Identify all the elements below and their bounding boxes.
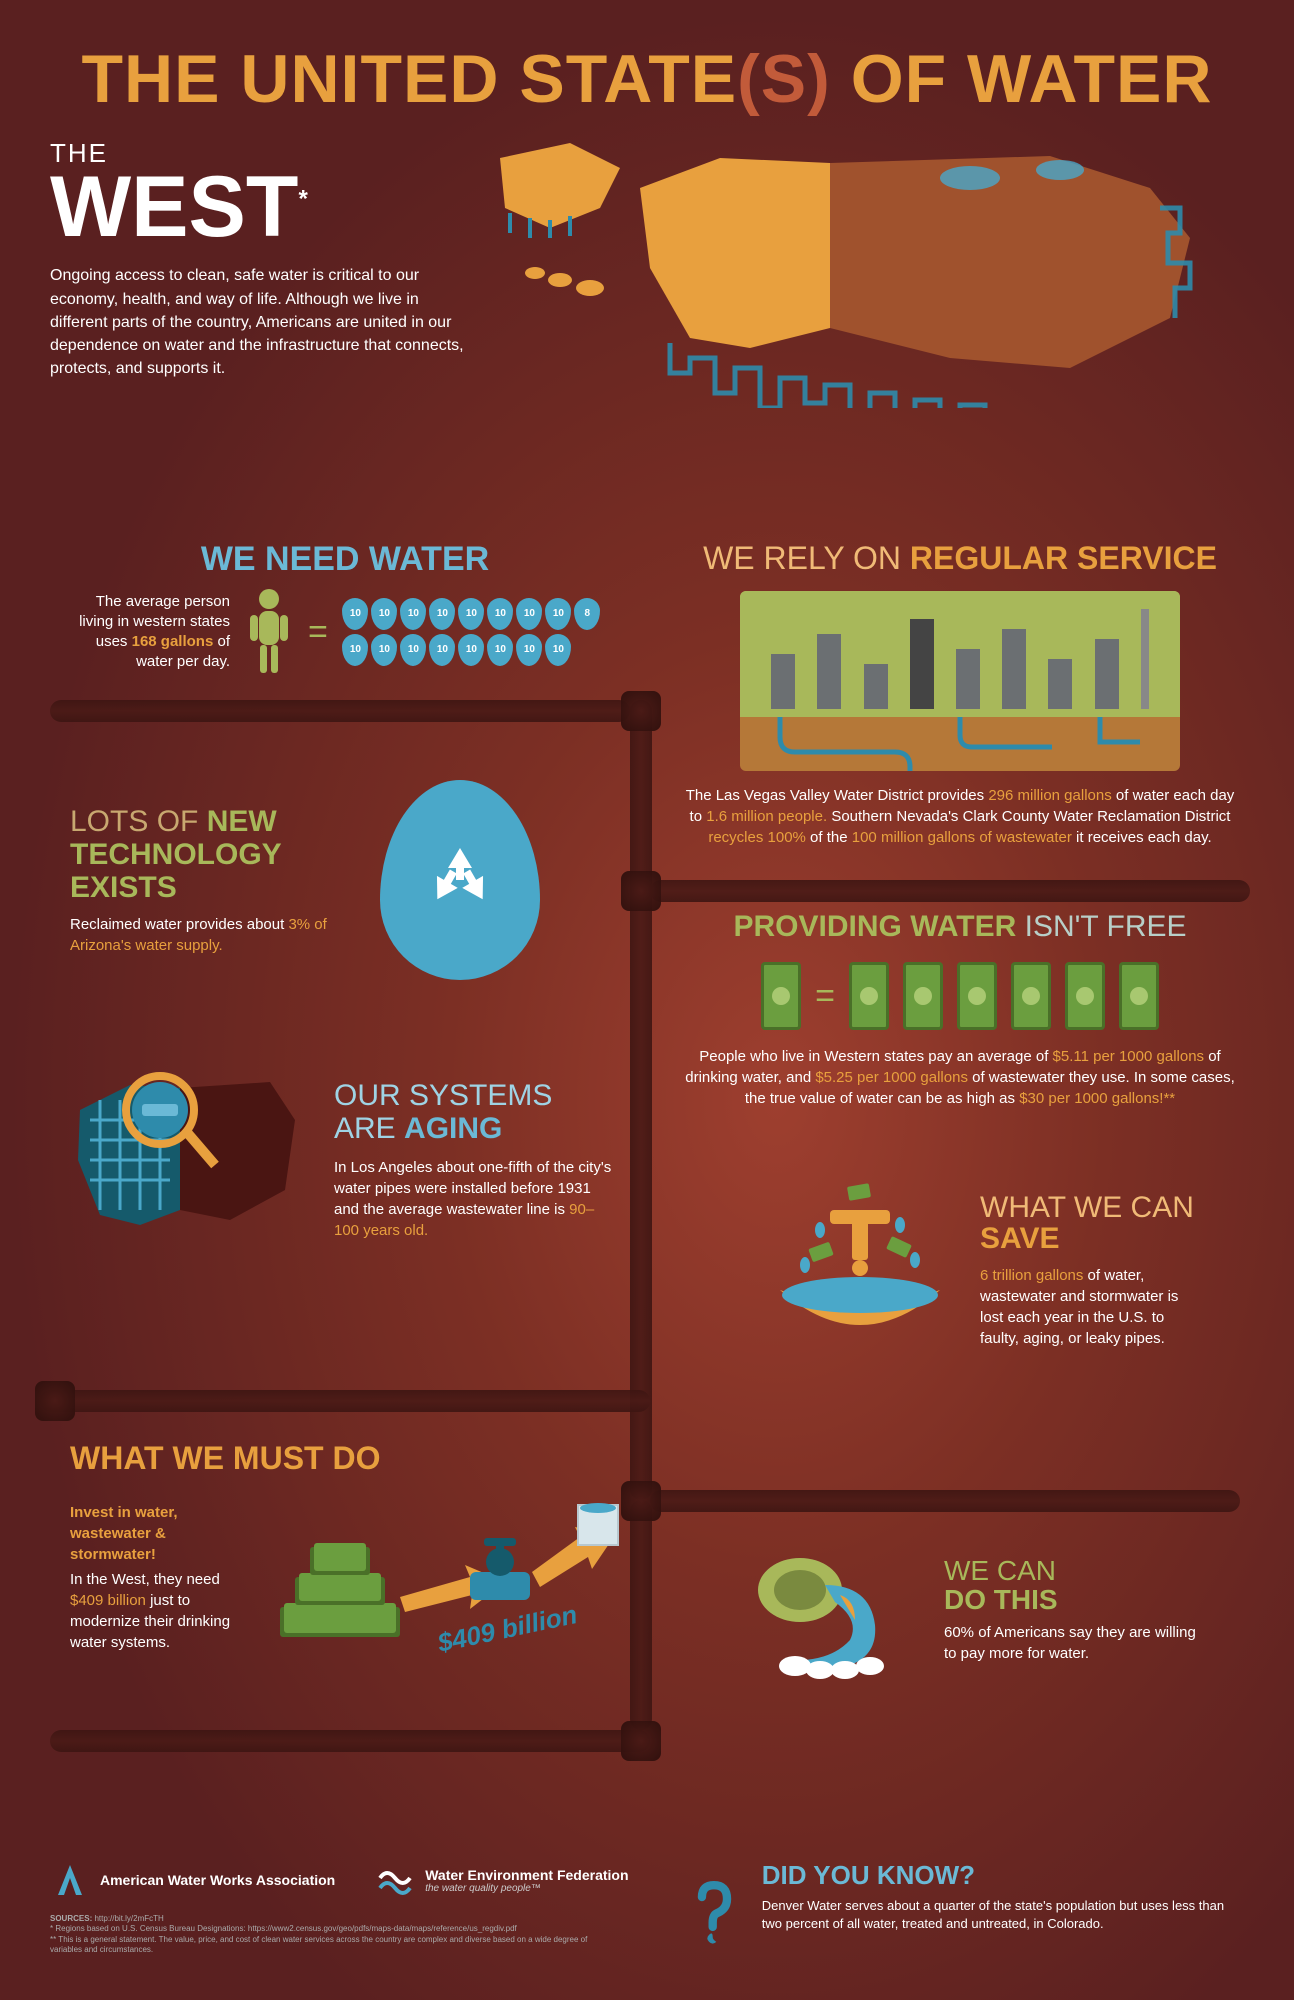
water-drop-icon: 10	[342, 634, 368, 666]
water-drop-icon: 10	[429, 634, 455, 666]
didyou-heading: DID YOU KNOW?	[762, 1860, 1244, 1891]
pipe	[40, 1390, 650, 1412]
need-heading: WE NEED WATER	[70, 540, 620, 579]
hero-map	[510, 138, 1244, 418]
save-heading: WHAT WE CAN SAVE	[980, 1192, 1200, 1255]
water-drop-icon: 10	[371, 598, 397, 630]
dollar-bill-icon	[1011, 962, 1051, 1030]
alaska-icon	[490, 138, 640, 238]
water-drop-icon: 10	[458, 598, 484, 630]
water-drop-icon: 10	[516, 598, 542, 630]
dollar-bill-icon	[1065, 962, 1105, 1030]
pipe	[650, 880, 1250, 902]
logo2-text: Water Environment Federation	[425, 1867, 628, 1883]
question-icon	[690, 1860, 738, 1970]
rely-body: The Las Vegas Valley Water District prov…	[680, 785, 1240, 848]
water-drop-icon: 10	[400, 634, 426, 666]
water-drop-icon: 10	[458, 634, 484, 666]
water-drop-icon: 8	[574, 598, 600, 630]
dothis-heading: WE CAN DO THIS	[944, 1556, 1204, 1615]
mustdo-body: Invest in water, wastewater & stormwater…	[70, 1502, 250, 1653]
provide-heading: PROVIDING WATER ISN'T FREE	[680, 910, 1240, 944]
mustdo-icon: $409 billion	[270, 1487, 630, 1667]
aging-body: In Los Angeles about one-fifth of the ci…	[334, 1157, 614, 1241]
tech-body: Reclaimed water provides about 3% of Ari…	[70, 914, 350, 956]
person-icon	[244, 587, 294, 677]
footer-logos: American Water Works Association Water E…	[50, 1860, 650, 1900]
pipe-joint	[621, 871, 661, 911]
hero-body: Ongoing access to clean, safe water is c…	[50, 264, 480, 380]
main-title: THE UNITED STATE(S) OF WATER	[50, 40, 1244, 118]
need-text: The average person living in western sta…	[70, 592, 230, 673]
rely-heading: WE RELY ON REGULAR SERVICE	[680, 540, 1240, 577]
hero-text: THE WEST* Ongoing access to clean, safe …	[50, 138, 480, 418]
hero-west: WEST*	[50, 169, 480, 246]
didyou-body: Denver Water serves about a quarter of t…	[762, 1897, 1244, 1933]
bills-row: =	[680, 962, 1240, 1030]
drops-group: 10101010101010108 1010101010101010	[342, 598, 600, 666]
dothis-icon	[740, 1540, 920, 1680]
pipe	[50, 1730, 650, 1752]
water-drop-icon: 10	[429, 598, 455, 630]
dollar-bill-icon	[957, 962, 997, 1030]
panel-do-this: WE CAN DO THIS 60% of Americans say they…	[740, 1540, 1220, 1680]
panel-aging: OUR SYSTEMS ARE AGING In Los Angeles abo…	[70, 1070, 630, 1250]
water-drop-icon: 10	[342, 598, 368, 630]
water-drop-icon: 10	[400, 598, 426, 630]
dollar-bill-icon	[761, 962, 801, 1030]
dollar-bill-icon	[1119, 962, 1159, 1030]
logo-awwa: American Water Works Association	[50, 1860, 335, 1900]
hawaii-icon	[520, 258, 620, 308]
panel-regular-service: WE RELY ON REGULAR SERVICE The Las Vegas…	[680, 540, 1240, 848]
equals-icon: =	[815, 977, 835, 1016]
panel-we-need-water: WE NEED WATER The average person living …	[70, 540, 620, 677]
sources: SOURCES: http://bit.ly/2mFcTH * Regions …	[50, 1914, 610, 1956]
panel-save: WHAT WE CAN SAVE 6 trillion gallons of w…	[760, 1170, 1220, 1370]
logo2-tag: the water quality people™	[425, 1883, 628, 1894]
title-text: THE UNITED STATE	[81, 41, 737, 117]
provide-body: People who live in Western states pay an…	[680, 1046, 1240, 1109]
water-drop-icon: 10	[487, 598, 513, 630]
pipe	[50, 700, 630, 722]
pipe	[650, 1490, 1240, 1512]
hero-section: THE WEST* Ongoing access to clean, safe …	[50, 138, 1244, 418]
equals-icon: =	[308, 613, 328, 652]
water-drop-icon: 10	[545, 598, 571, 630]
footer: American Water Works Association Water E…	[50, 1860, 1244, 1970]
aging-heading: OUR SYSTEMS ARE AGING	[334, 1079, 614, 1145]
water-drop-icon: 10	[371, 634, 397, 666]
pipe-joint	[621, 1721, 661, 1761]
mustdo-label: $409 billion	[434, 1599, 580, 1658]
dollar-bill-icon	[849, 962, 889, 1030]
recycle-icon	[420, 840, 500, 920]
pipe	[630, 700, 652, 1500]
tech-heading: LOTS OF NEW TECHNOLOGY EXISTS	[70, 805, 350, 904]
title-s: (S)	[737, 41, 831, 117]
panel-providing-water: PROVIDING WATER ISN'T FREE = People who …	[680, 910, 1240, 1109]
dothis-body: 60% of Americans say they are willing to…	[944, 1622, 1204, 1664]
city-icon	[740, 591, 1180, 771]
title-text: OF WATER	[831, 41, 1213, 117]
water-drop-icon: 10	[545, 634, 571, 666]
water-drop-icon	[380, 780, 540, 980]
logo1-text: American Water Works Association	[100, 1872, 335, 1888]
panel-did-you-know: DID YOU KNOW? Denver Water serves about …	[690, 1860, 1244, 1970]
us-map-icon	[630, 148, 1210, 408]
pipe-joint	[621, 691, 661, 731]
save-icon	[760, 1170, 960, 1370]
infographic-canvas: THE UNITED STATE(S) OF WATER THE WEST* O…	[0, 0, 1294, 2000]
dollar-bill-icon	[903, 962, 943, 1030]
aging-map-icon	[70, 1070, 310, 1250]
pipe-joint	[35, 1381, 75, 1421]
water-drop-icon: 10	[487, 634, 513, 666]
panel-technology: LOTS OF NEW TECHNOLOGY EXISTS Reclaimed …	[70, 780, 590, 980]
water-drop-icon: 10	[516, 634, 542, 666]
save-body: 6 trillion gallons of water, wastewater …	[980, 1265, 1200, 1349]
panel-must-do: WHAT WE MUST DO Invest in water, wastewa…	[70, 1440, 650, 1667]
mustdo-heading: WHAT WE MUST DO	[70, 1440, 650, 1477]
logo-wef: Water Environment Federationthe water qu…	[375, 1860, 628, 1900]
